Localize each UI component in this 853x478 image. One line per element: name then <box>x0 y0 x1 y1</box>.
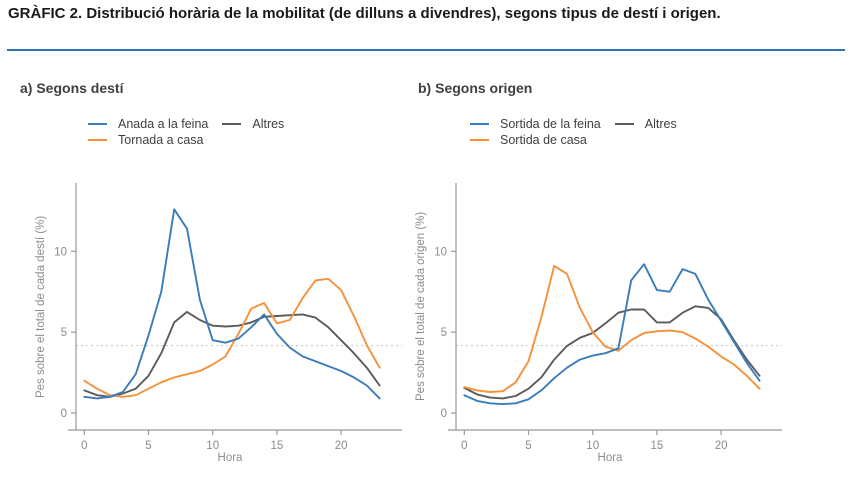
legend-item: Tornada a casa <box>88 132 208 147</box>
legend-key-line <box>222 122 242 125</box>
y-tick-label: 10 <box>54 246 67 258</box>
legend-item: Anada a la feina <box>88 116 208 131</box>
legend-key-line <box>470 138 489 141</box>
x-tick-label: 0 <box>461 440 467 452</box>
title-rule <box>7 49 845 51</box>
x-tick-label: 15 <box>271 440 284 452</box>
legend-item: Sortida de la feina <box>470 116 601 131</box>
y-tick-label: 5 <box>441 327 447 339</box>
x-tick-label: 5 <box>145 440 151 452</box>
series-line-gray <box>83 310 381 398</box>
series-line-orange <box>463 264 761 393</box>
series-line-blue <box>83 208 381 400</box>
panel-b-plot: 0 5 10 0 5 10 15 20 <box>434 183 782 452</box>
legend-key-line <box>88 138 107 141</box>
legend-key-line <box>614 122 634 125</box>
page-title: GRÀFIC 2. Distribució horària de la mobi… <box>8 5 721 22</box>
legend-item-label: Sortida de casa <box>500 132 587 147</box>
x-tick-label: 15 <box>651 440 664 452</box>
y-tick-label: 0 <box>441 408 447 420</box>
series-line-gray <box>463 305 761 400</box>
legend-item: Altres <box>222 116 284 131</box>
legend-key-line <box>470 122 489 125</box>
y-tick-label: 0 <box>61 408 67 420</box>
legend-key-line <box>88 122 107 125</box>
panel-b-x-axis-label: Hora <box>597 452 623 464</box>
panel-b-subtitle: b) Segons origen <box>418 80 533 96</box>
legend-item-label: Tornada a casa <box>118 132 204 147</box>
panel-a-x-axis-label: Hora <box>217 452 243 464</box>
x-tick-label: 5 <box>525 440 531 452</box>
series-line-blue <box>463 263 761 406</box>
x-tick-label: 0 <box>81 440 87 452</box>
panel-a-legend: Anada a la feina Tornada a casa Altres <box>88 116 284 147</box>
x-tick-label: 10 <box>206 440 219 452</box>
x-tick-label: 20 <box>335 440 348 452</box>
legend-item-label: Anada a la feina <box>118 116 209 131</box>
y-tick-label: 5 <box>61 327 67 339</box>
panel-a-plot: 0 5 10 0 5 10 15 20 <box>54 183 402 452</box>
x-tick-label: 10 <box>586 440 599 452</box>
series-line-orange <box>83 277 381 398</box>
legend-item-label: Altres <box>644 116 677 131</box>
panel-b-legend: Sortida de la feina Sortida de casa Altres <box>470 116 677 147</box>
legend-item-label: Sortida de la feina <box>500 116 601 131</box>
legend-item: Altres <box>614 116 677 131</box>
x-tick-label: 20 <box>715 440 728 452</box>
legend-item-label: Altres <box>252 116 285 131</box>
legend-item: Sortida de casa <box>470 132 601 147</box>
panel-a-subtitle: a) Segons destí <box>20 80 124 96</box>
y-tick-label: 10 <box>434 246 447 258</box>
